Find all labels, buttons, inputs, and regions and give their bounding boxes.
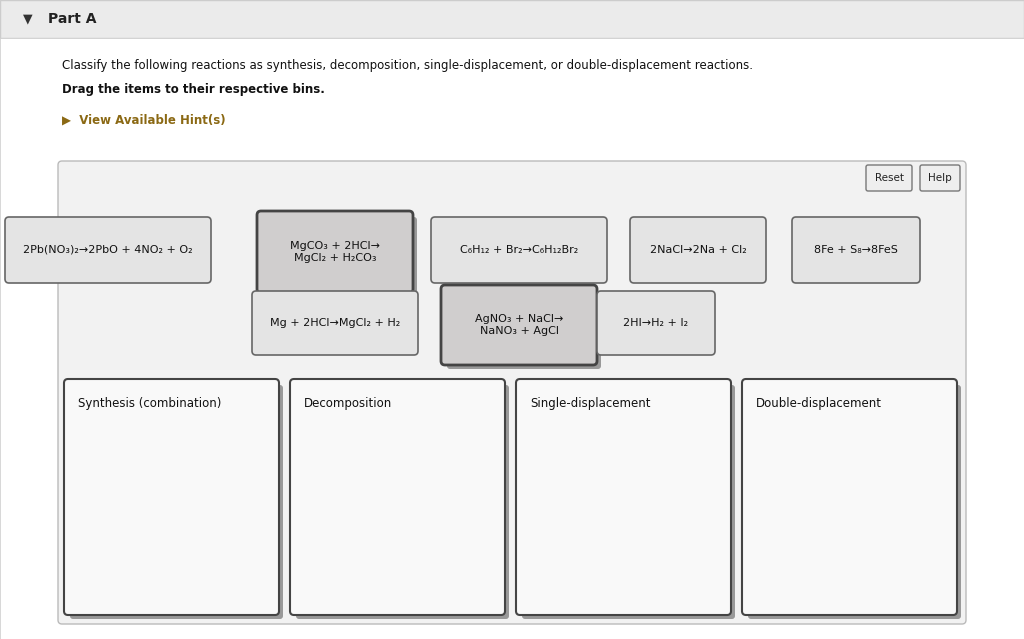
Text: Help: Help — [928, 173, 952, 183]
Text: 2Pb(NO₃)₂→2PbO + 4NO₂ + O₂: 2Pb(NO₃)₂→2PbO + 4NO₂ + O₂ — [24, 245, 193, 255]
FancyBboxPatch shape — [5, 217, 211, 283]
FancyBboxPatch shape — [630, 217, 766, 283]
FancyBboxPatch shape — [792, 217, 920, 283]
FancyBboxPatch shape — [257, 211, 413, 293]
Text: Single-displacement: Single-displacement — [530, 397, 650, 410]
FancyBboxPatch shape — [748, 385, 961, 619]
FancyBboxPatch shape — [252, 291, 418, 355]
Text: Reset: Reset — [874, 173, 903, 183]
FancyBboxPatch shape — [742, 379, 957, 615]
Text: Classify the following reactions as synthesis, decomposition, single-displacemen: Classify the following reactions as synt… — [62, 59, 753, 72]
FancyBboxPatch shape — [0, 38, 1024, 639]
FancyBboxPatch shape — [516, 379, 731, 615]
FancyBboxPatch shape — [70, 385, 283, 619]
Text: Synthesis (combination): Synthesis (combination) — [78, 397, 221, 410]
FancyBboxPatch shape — [597, 291, 715, 355]
Text: Part A: Part A — [48, 12, 96, 26]
FancyBboxPatch shape — [296, 385, 509, 619]
FancyBboxPatch shape — [290, 379, 505, 615]
FancyBboxPatch shape — [431, 217, 607, 283]
Text: Drag the items to their respective bins.: Drag the items to their respective bins. — [62, 84, 325, 96]
FancyBboxPatch shape — [63, 379, 279, 615]
Text: ▶  View Available Hint(s): ▶ View Available Hint(s) — [62, 114, 225, 127]
Text: Decomposition: Decomposition — [304, 397, 392, 410]
Text: 8Fe + S₈→8FeS: 8Fe + S₈→8FeS — [814, 245, 898, 255]
FancyBboxPatch shape — [522, 385, 735, 619]
FancyBboxPatch shape — [441, 285, 597, 365]
Text: C₆H₁₂ + Br₂→C₆H₁₂Br₂: C₆H₁₂ + Br₂→C₆H₁₂Br₂ — [460, 245, 579, 255]
FancyBboxPatch shape — [920, 165, 961, 191]
Text: Double-displacement: Double-displacement — [756, 397, 882, 410]
Text: ▼: ▼ — [24, 13, 33, 26]
Text: MgCO₃ + 2HCl→
MgCl₂ + H₂CO₃: MgCO₃ + 2HCl→ MgCl₂ + H₂CO₃ — [290, 241, 380, 263]
Text: 2NaCl→2Na + Cl₂: 2NaCl→2Na + Cl₂ — [649, 245, 746, 255]
Text: AgNO₃ + NaCl→
NaNO₃ + AgCl: AgNO₃ + NaCl→ NaNO₃ + AgCl — [475, 314, 563, 336]
FancyBboxPatch shape — [58, 161, 966, 624]
Text: 2HI→H₂ + I₂: 2HI→H₂ + I₂ — [624, 318, 688, 328]
FancyBboxPatch shape — [866, 165, 912, 191]
FancyBboxPatch shape — [0, 0, 1024, 38]
FancyBboxPatch shape — [263, 217, 417, 297]
FancyBboxPatch shape — [447, 291, 601, 369]
Text: Mg + 2HCl→MgCl₂ + H₂: Mg + 2HCl→MgCl₂ + H₂ — [270, 318, 400, 328]
